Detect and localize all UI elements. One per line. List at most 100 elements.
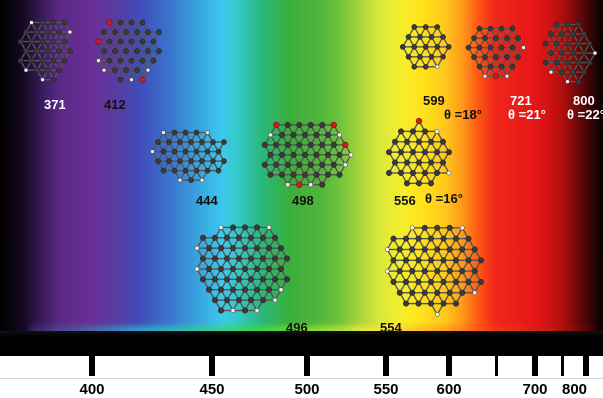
carbon-atom [112, 48, 118, 54]
carbon-atom [415, 257, 422, 264]
carbon-atom [265, 265, 272, 272]
carbon-atom [224, 255, 231, 262]
carbon-atom [581, 31, 587, 37]
carbon-atom [290, 131, 297, 138]
axis-tick-700 [532, 354, 538, 376]
hydrogen-atom [278, 287, 284, 293]
hydrogen-atom [268, 132, 273, 138]
carbon-atom [134, 29, 140, 35]
axis-tick-450 [209, 354, 215, 376]
carbon-atom [267, 171, 274, 178]
carbon-atom [324, 131, 331, 138]
carbon-atom [242, 265, 249, 272]
carbon-atom [548, 50, 554, 56]
carbon-atom [411, 24, 418, 30]
carbon-atom [575, 59, 582, 66]
carbon-atom [166, 158, 172, 164]
carbon-atom [564, 40, 571, 47]
label-496: 496 [286, 320, 308, 335]
carbon-atom [542, 40, 549, 47]
carbon-atom [150, 38, 157, 45]
carbon-atom [45, 48, 51, 54]
carbon-atom [193, 129, 200, 136]
carbon-atom [428, 300, 435, 307]
carbon-atom [396, 289, 403, 296]
carbon-atom [493, 54, 499, 60]
carbon-atom [434, 169, 441, 176]
carbon-atom [313, 131, 320, 138]
carbon-atom [415, 278, 422, 285]
hydrogen-atom [446, 170, 452, 176]
label-556: 556 [394, 193, 416, 208]
carbon-atom [128, 38, 135, 45]
carbon-atom [117, 76, 124, 83]
carbon-atom [128, 57, 135, 64]
carbon-atom [101, 48, 107, 54]
carbon-atom [199, 234, 206, 241]
oxygen-atom [493, 73, 499, 80]
carbon-atom [493, 35, 499, 41]
carbon-atom [145, 29, 151, 35]
carbon-atom [296, 121, 303, 128]
carbon-atom [416, 138, 423, 145]
carbon-atom [409, 289, 416, 296]
carbon-atom [434, 224, 441, 231]
carbon-atom [428, 235, 435, 242]
carbon-atom [403, 300, 410, 307]
carbon-atom [581, 50, 587, 56]
carbon-atom [428, 278, 435, 285]
carbon-atom [23, 48, 29, 54]
carbon-atom [61, 38, 68, 45]
carbon-atom [242, 307, 249, 314]
carbon-atom [434, 44, 441, 50]
carbon-atom [45, 67, 51, 73]
axis-tick-550 [383, 354, 389, 376]
carbon-atom [248, 276, 255, 283]
carbon-atom [253, 265, 260, 272]
hydrogen-atom [337, 132, 342, 138]
hydrogen-atom [504, 74, 510, 79]
carbon-atom [123, 29, 129, 35]
carbon-atom [39, 38, 46, 45]
axis-label-450: 450 [199, 381, 225, 398]
carbon-atom [319, 181, 326, 188]
carbon-atom [509, 63, 516, 70]
carbon-atom [416, 159, 423, 166]
carbon-atom [182, 148, 189, 155]
molecule-444-structure [150, 129, 227, 183]
hydrogen-atom [565, 79, 570, 84]
carbon-atom [440, 235, 447, 242]
hydrogen-atom [266, 225, 272, 230]
carbon-atom [403, 278, 410, 285]
carbon-atom [319, 161, 326, 168]
carbon-atom [277, 265, 284, 272]
carbon-atom [155, 139, 161, 145]
carbon-atom [471, 246, 478, 253]
carbon-atom [45, 29, 51, 35]
carbon-atom [575, 21, 582, 28]
carbon-atom [421, 246, 428, 253]
carbon-atom [403, 235, 410, 242]
carbon-atom [160, 167, 167, 174]
carbon-atom [265, 245, 272, 252]
carbon-atom [206, 286, 213, 293]
carbon-atom [404, 138, 411, 145]
carbon-atom [67, 48, 73, 54]
carbon-atom [56, 29, 62, 35]
carbon-atom [440, 278, 447, 285]
visible-spectrum-background [0, 0, 603, 356]
carbon-atom [391, 159, 398, 166]
hydrogen-atom [145, 68, 151, 73]
carbon-atom [199, 276, 206, 283]
carbon-atom [452, 300, 459, 307]
carbon-atom [273, 161, 280, 168]
axis-tick-750 [561, 354, 564, 376]
carbon-atom [236, 255, 243, 262]
oxygen-atom [296, 181, 303, 188]
carbon-atom [166, 139, 172, 145]
hydrogen-atom [434, 312, 440, 317]
carbon-atom [411, 44, 418, 50]
hydrogen-atom [348, 152, 354, 158]
axis-label-800: 800 [562, 381, 588, 398]
carbon-atom [487, 44, 494, 51]
